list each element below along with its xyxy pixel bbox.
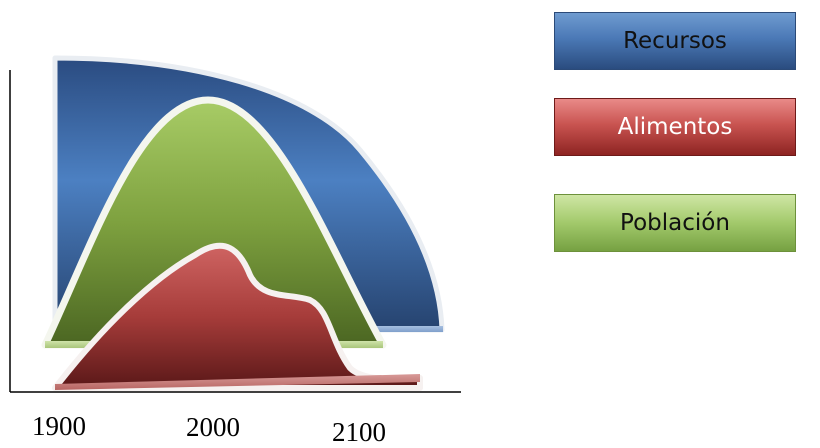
legend-alimentos: Alimentos: [554, 98, 796, 156]
legend-poblacion-label: Población: [620, 210, 730, 236]
legend-recursos-label: Recursos: [623, 28, 727, 54]
axes: [9, 70, 461, 393]
year-label-1900: 1900: [32, 411, 86, 441]
legend-alimentos-label: Alimentos: [617, 114, 733, 140]
year-label-2000: 2000: [186, 412, 240, 442]
alimentos-shape: [52, 242, 423, 391]
year-label-2100: 2100: [332, 417, 386, 447]
legend-recursos: Recursos: [554, 12, 796, 70]
legend-poblacion: Población: [554, 194, 796, 252]
